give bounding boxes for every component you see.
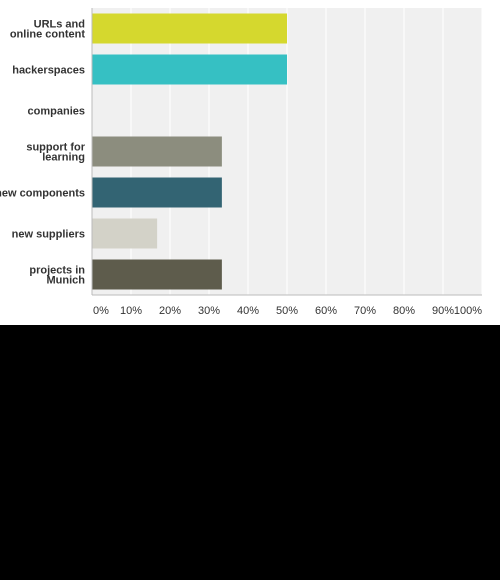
chart-panel: URLs and online content hackerspaces compan…	[0, 0, 500, 325]
x-tick-label: 0%	[93, 305, 109, 317]
category-label: Munich	[47, 275, 86, 287]
x-tick-label: 10%	[120, 305, 142, 317]
category-label: new suppliers	[12, 229, 85, 241]
category-label: URLs and	[34, 19, 85, 31]
x-tick-label: 20%	[159, 305, 181, 317]
category-label: companies	[28, 106, 85, 118]
x-tick-label: 30%	[198, 305, 220, 317]
bar	[92, 177, 222, 208]
category-label: online content	[10, 29, 86, 41]
category-label: support for	[26, 142, 85, 154]
category-label: new components	[0, 188, 85, 200]
x-tick-label: 50%	[276, 305, 298, 317]
bar	[92, 136, 222, 167]
category-label: hackerspaces	[12, 65, 85, 77]
x-tick-label: 40%	[237, 305, 259, 317]
category-label: projects in	[29, 265, 85, 277]
bar	[92, 259, 222, 290]
x-tick-label: 100%	[454, 305, 482, 317]
bar	[92, 218, 158, 249]
bar	[92, 13, 287, 44]
x-tick-label: 80%	[393, 305, 415, 317]
x-tick-label: 70%	[354, 305, 376, 317]
x-tick-label: 60%	[315, 305, 337, 317]
x-tick-label: 90%	[432, 305, 454, 317]
category-label: learning	[42, 152, 85, 164]
bar	[92, 54, 287, 85]
empty-black-area	[0, 325, 500, 580]
